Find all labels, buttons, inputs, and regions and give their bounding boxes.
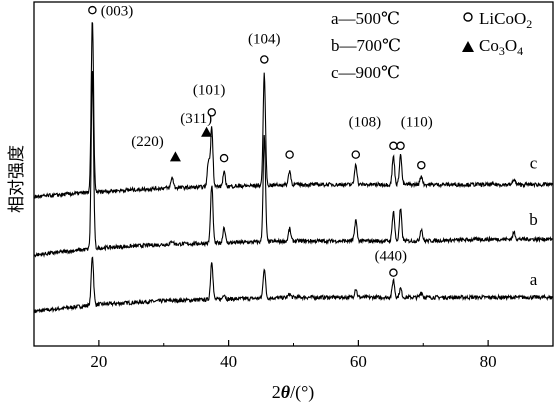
- annotations: (003) (101) (104) (311) (220) (108) (110) (440)…: [101, 3, 538, 289]
- licoo2-circle-marker: [351, 150, 361, 159]
- series-label-a: a: [530, 270, 538, 289]
- legend-entry-b: b—700℃: [331, 36, 401, 55]
- licoo2-circle-marker: [389, 141, 398, 151]
- y-axis-label: 相对强度: [7, 145, 27, 213]
- trace-a: [33, 256, 554, 314]
- legend: a—500℃ b—700℃ c—900℃ LiCoO2 Co3O4: [331, 9, 532, 82]
- legend-entry-c: c—900℃: [331, 63, 400, 82]
- licoo2-circle-marker: [389, 268, 398, 277]
- licoo2-circle-marker: [219, 153, 229, 163]
- licoo2-circle-marker: [396, 141, 405, 151]
- licoo2-circle-marker: [285, 150, 294, 159]
- co3o4-triangle-marker: [169, 151, 181, 162]
- x-axis: 20 40 60 80: [33, 340, 554, 371]
- licoo2-circle-marker: [260, 55, 269, 64]
- series-label-b: b: [529, 210, 538, 229]
- markers: [88, 5, 426, 277]
- plot-frame: [33, 1, 554, 347]
- legend-triangle-icon: [462, 41, 474, 52]
- trace-c: [33, 22, 554, 199]
- x-tick-label: 20: [90, 352, 107, 371]
- peak-label: (311): [180, 111, 212, 127]
- trace-b: [33, 70, 553, 258]
- x-tick-label: 60: [350, 352, 367, 371]
- legend-phase-co3o4: Co3O4: [479, 36, 523, 58]
- legend-entry-a: a—500℃: [331, 9, 400, 28]
- licoo2-circle-marker: [417, 160, 426, 170]
- peak-label: (440): [375, 248, 408, 264]
- licoo2-circle-marker: [88, 5, 97, 15]
- x-axis-label: 2θ/(°): [272, 382, 315, 403]
- peak-label: (003): [101, 3, 134, 19]
- peak-label: (220): [131, 134, 164, 150]
- co3o4-triangle-marker: [201, 126, 213, 137]
- licoo2-circle-marker: [207, 108, 217, 117]
- peak-label: (108): [349, 114, 382, 130]
- x-tick-label: 40: [220, 352, 237, 371]
- traces: [33, 22, 554, 314]
- x-tick-label: 80: [480, 352, 497, 371]
- series-label-c: c: [530, 154, 538, 173]
- peak-label: (110): [401, 114, 433, 130]
- peak-label: (104): [248, 32, 281, 48]
- legend-phase-licoo2: LiCoO2: [479, 9, 532, 31]
- peak-label: (101): [193, 83, 226, 99]
- plot-border: [33, 1, 554, 347]
- legend-circle-icon: [463, 12, 473, 22]
